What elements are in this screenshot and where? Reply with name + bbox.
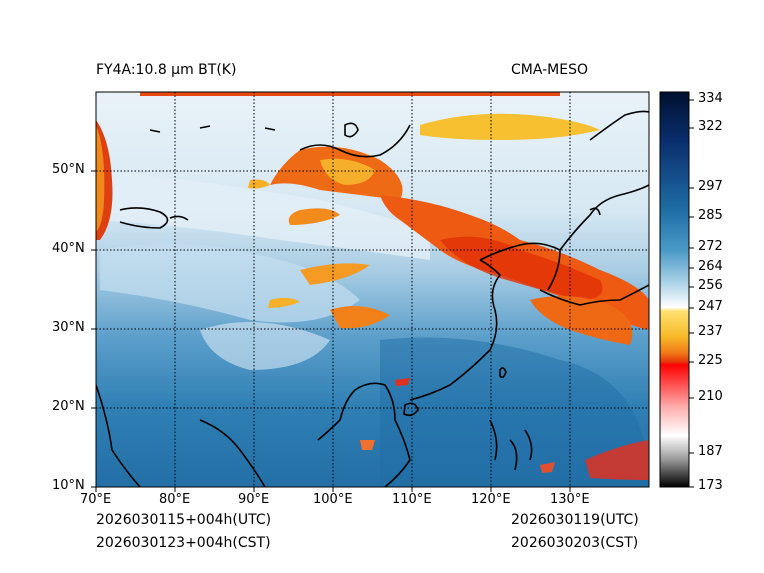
cb-label-187: 187: [698, 444, 723, 459]
lat-label-50: 50°N: [52, 162, 85, 177]
cb-label-247: 247: [698, 299, 723, 314]
lat-label-40: 40°N: [52, 241, 85, 256]
cb-label-225: 225: [698, 353, 723, 368]
right-title: CMA-MESO: [511, 62, 589, 78]
brightness-temperature-field: [96, 92, 649, 487]
colorbar: [660, 92, 689, 487]
graticule: [96, 92, 649, 487]
lon-label-120: 120°E: [471, 492, 511, 507]
lon-label-70: 70°E: [80, 492, 112, 507]
cb-label-264: 264: [698, 259, 723, 274]
left-title: FY4A:10.8 μm BT(K): [96, 62, 237, 78]
lon-label-80: 80°E: [159, 492, 191, 507]
colorbar-frame: [659, 91, 690, 488]
init-time-utc: 2026030115+004h(UTC): [96, 512, 272, 528]
lon-label-100: 100°E: [313, 492, 353, 507]
valid-time-cst: 2026030203(CST): [511, 535, 639, 551]
cb-label-237: 237: [698, 324, 723, 339]
lon-label-110: 110°E: [392, 492, 432, 507]
map-frame: [95, 91, 650, 488]
lat-label-30: 30°N: [52, 320, 85, 335]
lon-label-90: 90°E: [238, 492, 270, 507]
valid-time-utc: 2026030119(UTC): [511, 512, 639, 528]
cb-label-173: 173: [698, 478, 723, 493]
cb-label-334: 334: [698, 91, 723, 106]
cb-label-272: 272: [698, 239, 723, 254]
cb-label-285: 285: [698, 208, 723, 223]
cb-label-256: 256: [698, 278, 723, 293]
cb-label-210: 210: [698, 389, 723, 404]
coastlines: [96, 110, 649, 487]
lon-label-130: 130°E: [550, 492, 590, 507]
colorbar-ticks: [689, 99, 694, 488]
lat-label-10: 10°N: [52, 478, 85, 493]
lat-label-20: 20°N: [52, 399, 85, 414]
init-time-cst: 2026030123+004h(CST): [96, 535, 271, 551]
axis-ticks: [91, 170, 571, 492]
cb-label-322: 322: [698, 119, 723, 134]
cb-label-297: 297: [698, 179, 723, 194]
